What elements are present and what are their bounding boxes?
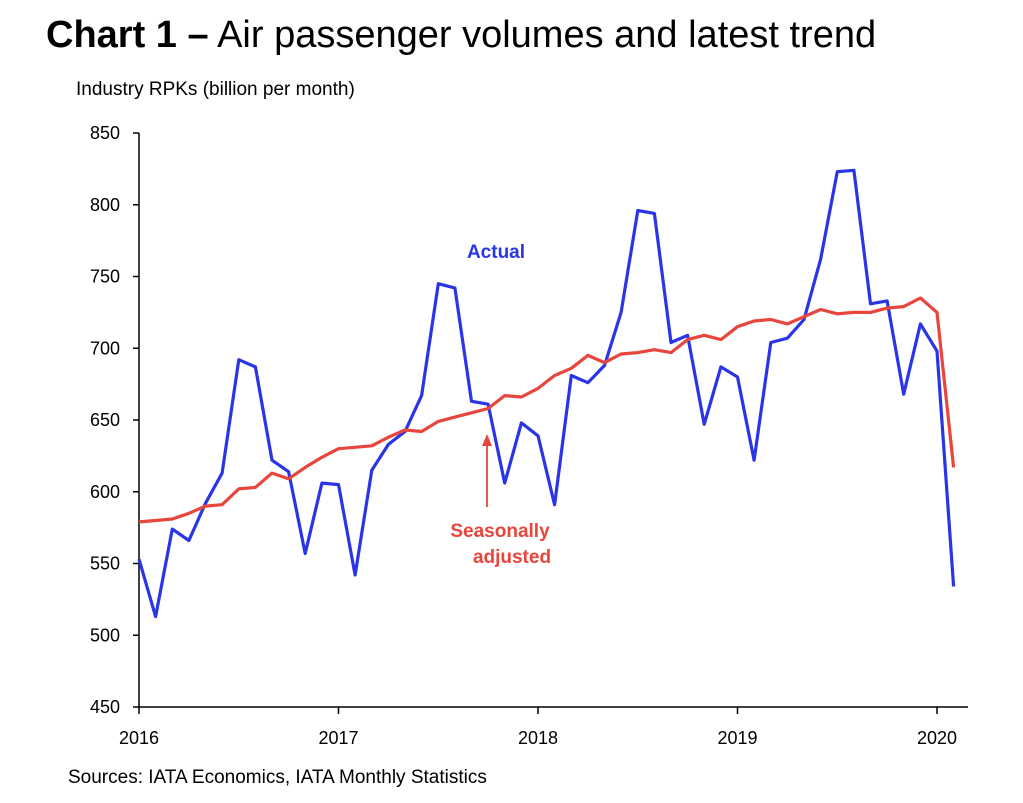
line-chart: 450 500 550 600 650 700 750 800 850 2016 2017 2018 2… bbox=[90, 123, 968, 748]
series-seasonally-adjusted-line bbox=[138, 296, 956, 524]
y-tick-label: 700 bbox=[90, 338, 120, 358]
series-actual-line bbox=[137, 168, 956, 619]
annotation-adjusted: adjusted bbox=[473, 547, 551, 568]
chart-title-bold: Chart 1 – bbox=[46, 14, 209, 56]
y-tick-label: 550 bbox=[90, 554, 120, 574]
x-tick-label: 2017 bbox=[318, 728, 358, 748]
y-tick-label: 450 bbox=[90, 697, 120, 717]
y-tick-label: 650 bbox=[90, 410, 120, 430]
y-tick-label: 500 bbox=[90, 625, 120, 645]
x-tick-label: 2018 bbox=[518, 728, 558, 748]
annotation-actual: Actual bbox=[467, 242, 525, 263]
x-tick-label: 2020 bbox=[917, 728, 957, 748]
y-tick-label: 600 bbox=[90, 482, 120, 502]
y-tick-label: 800 bbox=[90, 195, 120, 215]
source-note: Sources: IATA Economics, IATA Monthly St… bbox=[68, 767, 487, 788]
y-tick-label: 850 bbox=[90, 123, 120, 143]
x-tick-label: 2019 bbox=[717, 728, 757, 748]
y-tick-label: 750 bbox=[90, 267, 120, 287]
annotation-arrow-head bbox=[482, 434, 492, 446]
chart-title-text: Air passenger volumes and latest trend bbox=[208, 14, 877, 56]
x-tick-label: 2016 bbox=[119, 728, 159, 748]
y-axis-label: Industry RPKs (billion per month) bbox=[76, 79, 355, 100]
annotation-seasonally: Seasonally bbox=[450, 521, 550, 542]
chart-title: Chart 1 – Air passenger volumes and late… bbox=[46, 14, 876, 57]
